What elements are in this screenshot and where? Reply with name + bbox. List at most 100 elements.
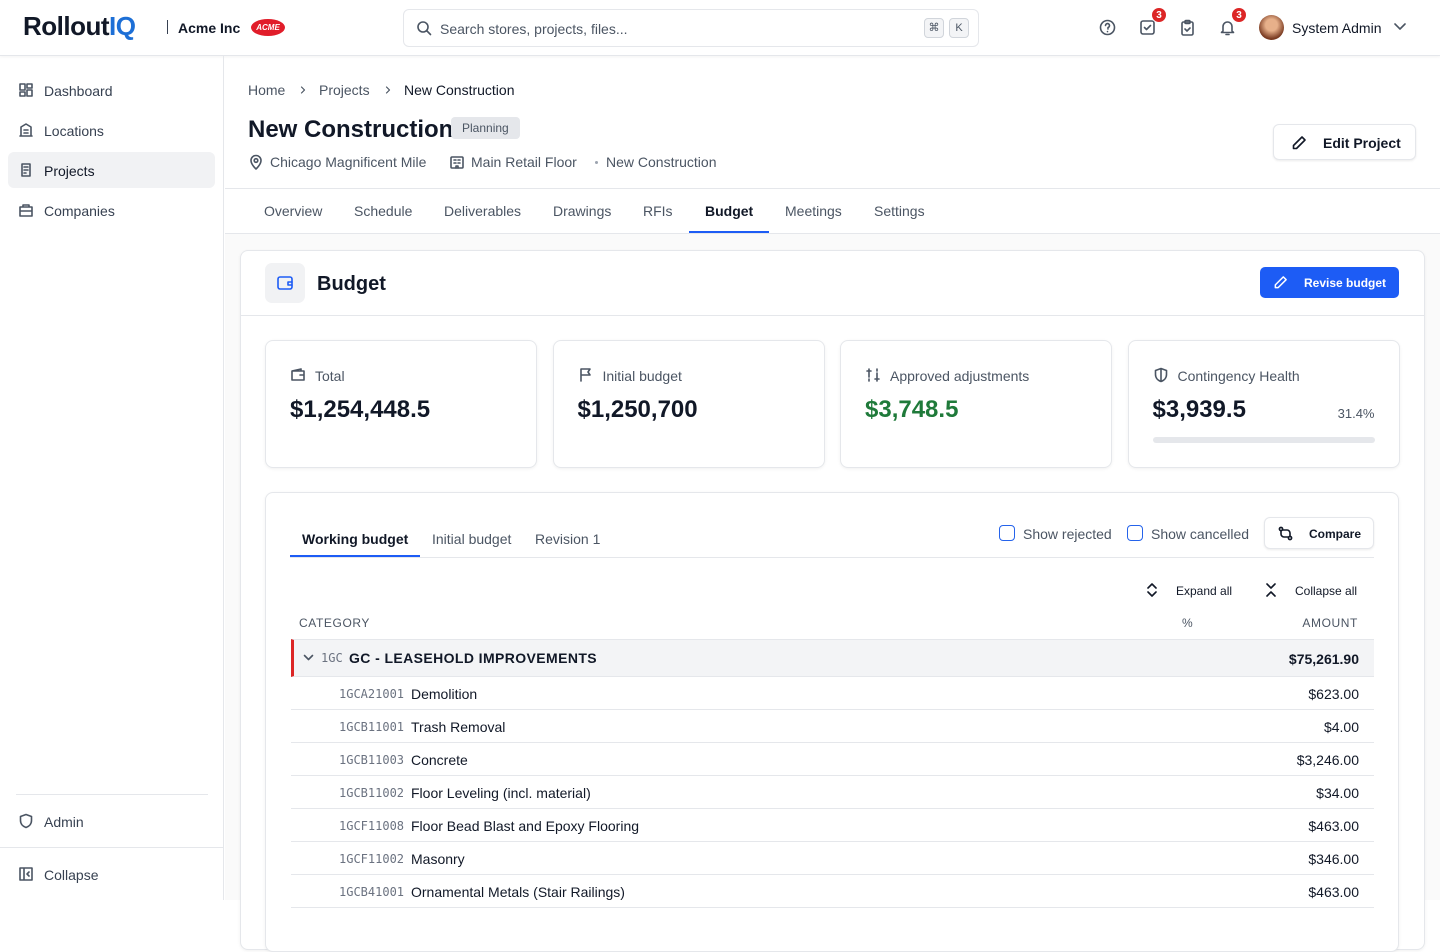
nav-item[interactable]: Locations: [8, 112, 215, 148]
group-row[interactable]: 1GC GC - LEASEHOLD IMPROVEMENTS $75,261.…: [291, 639, 1374, 677]
expand-all[interactable]: Expand all: [1176, 584, 1233, 598]
stat-percent: 31.4%: [1337, 406, 1375, 421]
checkbox-label[interactable]: Show cancelled: [1151, 526, 1250, 542]
budget-row[interactable]: 1GCF11002 Masonry $346.00: [291, 842, 1374, 875]
tab[interactable]: Budget: [705, 203, 754, 219]
checkbox-label[interactable]: Show rejected: [1023, 526, 1112, 542]
breadcrumb-separator: [300, 86, 306, 94]
stat-card: Total $1,254,448.5: [265, 340, 537, 468]
stat-card: Approved adjustments $3,748.5: [840, 340, 1112, 468]
breadcrumb-item[interactable]: Projects: [319, 82, 370, 98]
line-amount: $623.00: [1308, 686, 1359, 702]
tab[interactable]: Schedule: [354, 203, 413, 219]
divider: [290, 557, 1374, 558]
stat-icon: [1154, 367, 1167, 383]
tab[interactable]: Overview: [264, 203, 323, 219]
budget-row[interactable]: 1GCA21001 Demolition $623.00: [291, 677, 1374, 710]
status-badge: Planning: [451, 117, 520, 139]
budget-row[interactable]: 1GCB11001 Trash Removal $4.00: [291, 710, 1374, 743]
logo-primary: Rollout: [23, 11, 110, 41]
divider: [241, 315, 1424, 316]
group-name: GC - LEASEHOLD IMPROVEMENTS: [349, 650, 598, 666]
organization-badge: ACME: [251, 19, 285, 36]
user-name[interactable]: System Admin: [1292, 20, 1382, 36]
stat-icon: [291, 368, 305, 381]
search-box[interactable]: Search stores, projects, files... ⌘ K: [403, 9, 979, 47]
tab[interactable]: Deliverables: [444, 203, 522, 219]
line-amount: $346.00: [1308, 851, 1359, 867]
group-code: 1GC: [321, 651, 343, 665]
line-name: Floor Bead Blast and Epoxy Flooring: [411, 818, 640, 834]
tab[interactable]: RFIs: [643, 203, 673, 219]
view-tab[interactable]: Working budget: [302, 531, 409, 547]
edit-project-button[interactable]: Edit Project: [1273, 124, 1416, 160]
column-header: %: [1182, 616, 1193, 630]
top-bar: RolloutIQ Acme Inc ACME Search stores, p…: [0, 0, 1440, 56]
breadcrumb-item[interactable]: Home: [248, 82, 286, 98]
stat-label: Initial budget: [602, 368, 682, 384]
column-header: AMOUNT: [1302, 616, 1358, 630]
nav-icon: [19, 123, 33, 137]
group-amount: $75,261.90: [1288, 651, 1359, 667]
checkbox[interactable]: [999, 525, 1015, 541]
nav-item[interactable]: Dashboard: [8, 72, 215, 108]
checkbox[interactable]: [1127, 525, 1143, 541]
project-location: Chicago Magnificent Mile: [270, 154, 427, 170]
pencil-icon: [1274, 276, 1287, 289]
divider: [167, 20, 168, 34]
nav-item[interactable]: Collapse: [8, 856, 215, 892]
tab-underline: [689, 231, 769, 233]
line-amount: $34.00: [1316, 785, 1359, 801]
stat-value: $3,748.5: [865, 396, 959, 423]
budget-row[interactable]: 1GCF11008 Floor Bead Blast and Epoxy Floo…: [291, 809, 1374, 842]
expand-icon: [1147, 583, 1157, 597]
clipboard-icon[interactable]: [1179, 19, 1196, 36]
stat-value: $3,939.5: [1152, 396, 1246, 423]
breadcrumb-item: New Construction: [404, 82, 515, 98]
breadcrumb-separator: [385, 86, 391, 94]
organization[interactable]: Acme Inc: [178, 20, 241, 36]
revise-budget-label: Revise budget: [1304, 276, 1387, 290]
line-name: Ornamental Metals (Stair Railings): [411, 884, 625, 900]
bell-icon[interactable]: [1219, 19, 1236, 36]
chevron-icon: [303, 654, 314, 661]
view-tab[interactable]: Revision 1: [535, 531, 601, 547]
nav-item[interactable]: Admin: [8, 803, 215, 839]
nav-item[interactable]: Projects: [8, 152, 215, 188]
view-tab[interactable]: Initial budget: [432, 531, 512, 547]
stat-value: $1,250,700: [577, 396, 698, 423]
divider: [16, 794, 208, 795]
stat-label: Contingency Health: [1177, 368, 1300, 384]
help-icon[interactable]: [1099, 19, 1116, 36]
compare-button[interactable]: Compare: [1264, 517, 1374, 549]
nav-icon: [19, 813, 33, 829]
separator-dot: [595, 161, 598, 164]
pencil-icon: [1292, 136, 1306, 150]
line-code: 1GCB11001: [339, 720, 405, 734]
search-icon: [417, 21, 432, 36]
nav-icon: [19, 83, 33, 97]
project-area: Main Retail Floor: [471, 154, 577, 170]
budget-row[interactable]: 1GCB11003 Concrete $3,246.00: [291, 743, 1374, 776]
user-menu-chevron[interactable]: [1393, 22, 1407, 32]
tab[interactable]: Settings: [874, 203, 925, 219]
logo[interactable]: RolloutIQ: [23, 11, 136, 41]
nav-icon: [19, 867, 33, 881]
avatar[interactable]: [1259, 15, 1284, 40]
nav-icon: [21, 163, 31, 177]
shortcut-key: ⌘: [924, 18, 944, 38]
nav-item[interactable]: Companies: [8, 192, 215, 228]
nav-label: Dashboard: [44, 83, 113, 99]
nav-label: Admin: [44, 814, 84, 830]
line-name: Masonry: [411, 851, 465, 867]
collapse-all[interactable]: Collapse all: [1295, 584, 1358, 598]
budget-row[interactable]: 1GCB11002 Floor Leveling (incl. material)…: [291, 776, 1374, 809]
tasks-icon[interactable]: [1139, 19, 1156, 36]
tab[interactable]: Drawings: [553, 203, 612, 219]
compare-icon: [1278, 526, 1293, 541]
budget-row[interactable]: 1GCB41001 Ornamental Metals (Stair Railin…: [291, 875, 1374, 908]
divider: [225, 188, 1440, 189]
revise-budget-button[interactable]: Revise budget: [1260, 267, 1399, 298]
tab[interactable]: Meetings: [785, 203, 842, 219]
line-name: Concrete: [411, 752, 468, 768]
